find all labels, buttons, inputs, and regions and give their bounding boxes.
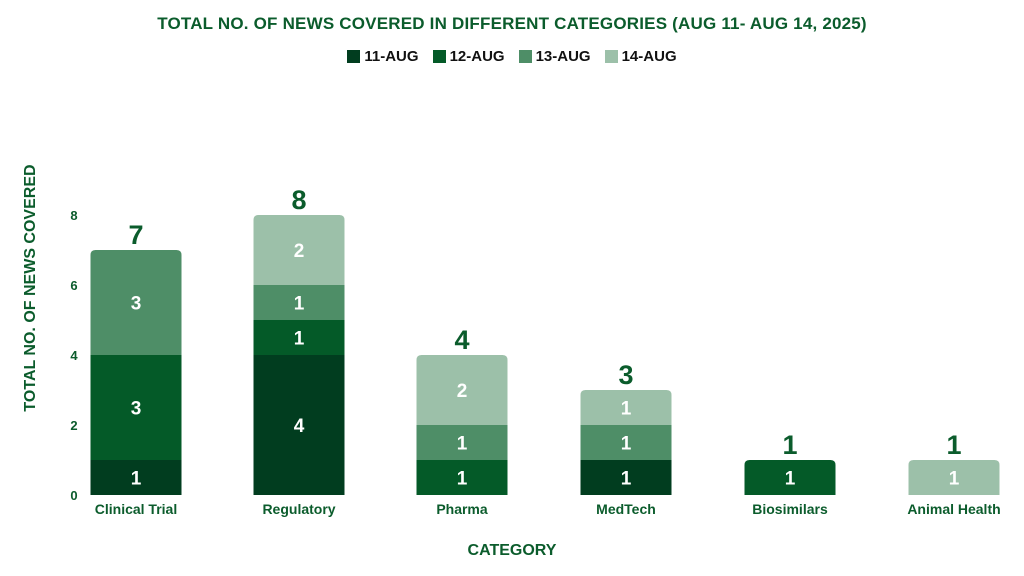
segment-value-label: 1 <box>457 469 468 490</box>
bar-total-label: 4 <box>454 325 469 355</box>
legend-label-14-aug: 14-AUG <box>621 48 677 65</box>
segment-value-label: 1 <box>785 469 796 490</box>
bar-total-label: 7 <box>128 220 143 250</box>
y-tick-label: 0 <box>70 488 77 503</box>
y-tick-label: 8 <box>70 208 77 223</box>
bar-segment <box>416 460 508 495</box>
bar-segment <box>744 460 836 495</box>
legend-swatch-14-aug <box>604 50 618 63</box>
legend-item-12-aug: 12-AUG <box>432 48 505 65</box>
y-tick-label: 4 <box>70 348 78 363</box>
category-label: Biosimilars <box>752 501 828 517</box>
category-label: Regulatory <box>262 501 335 517</box>
category-label: Animal Health <box>907 501 1000 517</box>
bar-stack: 11 <box>908 430 1000 495</box>
segment-value-label: 4 <box>294 416 305 437</box>
bar-stack: 11 <box>744 430 836 495</box>
bar-segment <box>580 425 672 460</box>
legend-item-11-aug: 11-AUG <box>347 48 419 65</box>
segment-value-label: 2 <box>294 241 305 262</box>
y-axis-label: TOTAL NO. OF NEWS COVERED <box>22 164 39 411</box>
legend-swatch-13-aug <box>518 50 532 63</box>
segment-value-label: 1 <box>621 399 632 420</box>
segment-value-label: 1 <box>621 434 632 455</box>
bar-segment <box>580 390 672 425</box>
legend: 11-AUG 12-AUG 13-AUG 14-AUG <box>0 48 1024 65</box>
bar-segment <box>90 250 182 355</box>
bar-total-label: 3 <box>618 360 633 390</box>
segment-value-label: 1 <box>621 469 632 490</box>
category-label: Clinical Trial <box>95 501 177 517</box>
legend-item-14-aug: 14-AUG <box>604 48 677 65</box>
segment-value-label: 2 <box>457 381 468 402</box>
bar-segment <box>580 460 672 495</box>
bar-segment <box>253 215 345 285</box>
bar-stack: 1 1 2 4 <box>416 325 508 495</box>
legend-swatch-12-aug <box>432 50 446 63</box>
bar-total-label: 1 <box>946 430 961 460</box>
segment-value-label: 3 <box>131 399 142 420</box>
bar-segment <box>253 320 345 355</box>
legend-item-13-aug: 13-AUG <box>518 48 591 65</box>
category-label: Pharma <box>436 501 488 517</box>
bar-segment <box>90 355 182 460</box>
bar-segment <box>908 460 1000 495</box>
bar-segment <box>90 460 182 495</box>
bar-total-label: 8 <box>291 185 306 215</box>
segment-value-label: 1 <box>294 329 305 350</box>
bar-total-label: 1 <box>782 430 797 460</box>
bar-segment <box>253 355 345 495</box>
bar-segment <box>416 425 508 460</box>
segment-value-label: 1 <box>294 294 305 315</box>
segment-value-label: 3 <box>131 294 142 315</box>
segment-value-label: 1 <box>949 469 960 490</box>
bar-segment <box>253 285 345 320</box>
bar-stack: 4 1 1 2 8 <box>253 185 345 495</box>
bar-stack: 1 3 3 7 <box>90 220 182 495</box>
legend-swatch-11-aug <box>347 50 361 63</box>
segment-value-label: 1 <box>131 469 142 490</box>
bar-stack: 1 1 1 3 <box>580 360 672 495</box>
legend-label-12-aug: 12-AUG <box>449 48 505 65</box>
y-tick-label: 2 <box>70 418 77 433</box>
legend-label-11-aug: 11-AUG <box>364 48 419 65</box>
segment-value-label: 1 <box>457 434 468 455</box>
y-tick-label: 6 <box>70 278 77 293</box>
chart-title: TOTAL NO. OF NEWS COVERED IN DIFFERENT C… <box>157 14 867 33</box>
category-label: MedTech <box>596 501 656 517</box>
bar-segment <box>416 355 508 425</box>
x-axis-label: CATEGORY <box>468 542 557 559</box>
legend-label-13-aug: 13-AUG <box>535 48 591 65</box>
